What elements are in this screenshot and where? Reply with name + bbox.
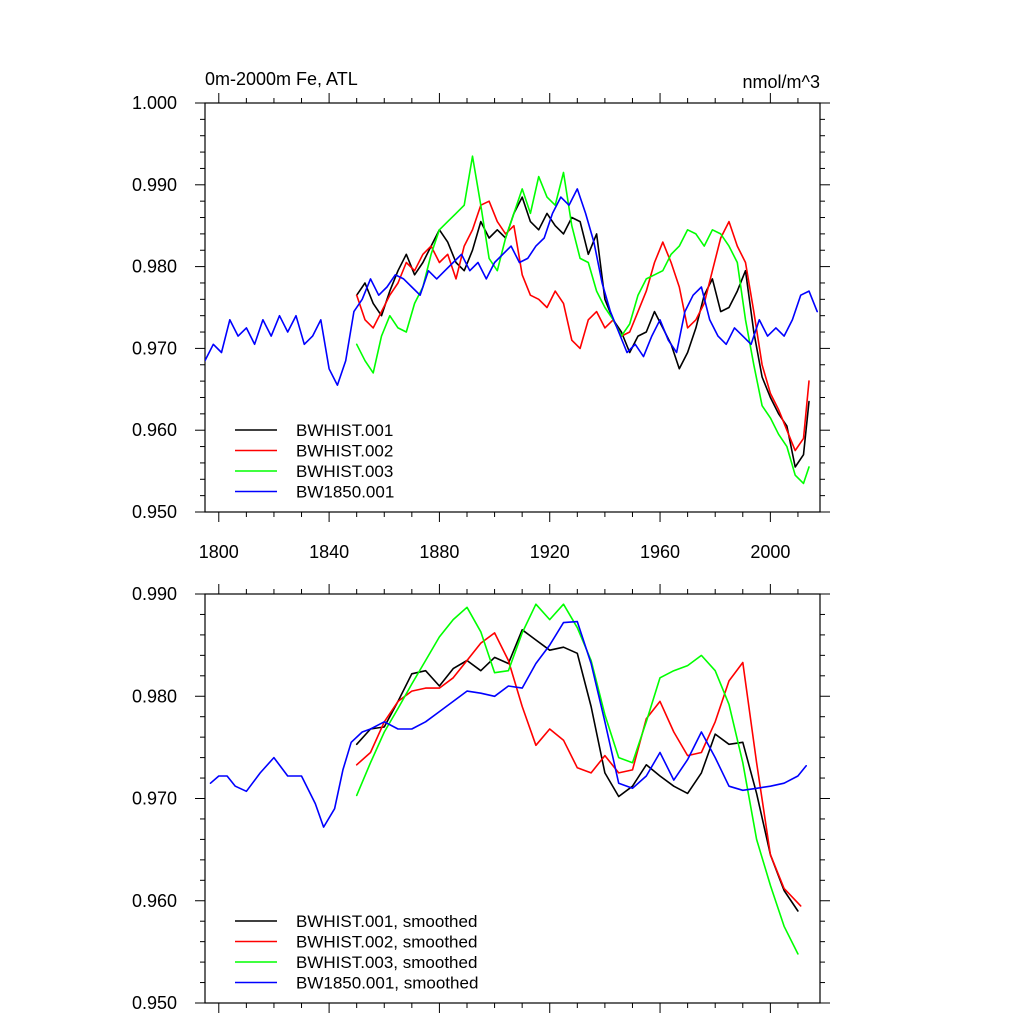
panel-1-title-left: 0m-2000m Fe, ATL <box>205 69 358 89</box>
panel-2-series-line-bwhist-003-smoothed <box>355 603 799 955</box>
panel-2-ytick-label: 0.990 <box>132 584 177 604</box>
panel-1-plot-frame <box>204 102 821 513</box>
panel-1-xtick-label: 1880 <box>419 542 459 562</box>
panel-2-series-line-bw1850-001-smoothed <box>209 620 808 828</box>
panel-1-xtick-label: 1960 <box>640 542 680 562</box>
panel-1-ytick-label: 0.990 <box>132 175 177 195</box>
panel-1-series-line-bwhist-001 <box>355 196 810 468</box>
panel-1-xtick-label: 1840 <box>309 542 349 562</box>
panel-2-series-line-bwhist-001-smoothed <box>355 628 799 912</box>
panel-2-ytick-label: 0.950 <box>132 993 177 1013</box>
panel-1-series-line-bwhist-002 <box>355 200 810 452</box>
panel-2-legend-label: BWHIST.003, smoothed <box>296 953 477 972</box>
panel-2-legend-label: BWHIST.002, smoothed <box>296 933 477 952</box>
panel-2-legend-label: BW1850.001, smoothed <box>296 974 478 993</box>
panel-1-ytick-label: 1.000 <box>132 93 177 113</box>
panel-1-legend-label: BWHIST.001 <box>296 421 393 440</box>
panel-2-series-line-bwhist-002-smoothed <box>355 632 802 907</box>
panel-1-legend-label: BWHIST.003 <box>296 462 393 481</box>
panel-2-ytick-label: 0.970 <box>132 789 177 809</box>
panel-1-ytick-label: 0.960 <box>132 420 177 440</box>
panel-1-title-right: nmol/m^3 <box>743 72 820 92</box>
panel-2-ytick-label: 0.980 <box>132 686 177 706</box>
panel-1-legend-label: BWHIST.002 <box>296 442 393 461</box>
panel-1-series-line-bw1850-001 <box>205 188 819 387</box>
panel-2-legend-label: BWHIST.001, smoothed <box>296 912 477 931</box>
panel-1-legend-label: BW1850.001 <box>296 483 394 502</box>
panel-1-xtick-label: 1920 <box>530 542 570 562</box>
panel-1-ytick-label: 0.980 <box>132 257 177 277</box>
panel-1-ytick-label: 0.950 <box>132 502 177 522</box>
panel-1-xtick-label: 1800 <box>199 542 239 562</box>
panel-1-xtick-label: 2000 <box>750 542 790 562</box>
panel-1-series-line-bwhist-003 <box>355 155 810 485</box>
panel-2-ytick-label: 0.960 <box>132 891 177 911</box>
panel-1-ytick-label: 0.970 <box>132 338 177 358</box>
